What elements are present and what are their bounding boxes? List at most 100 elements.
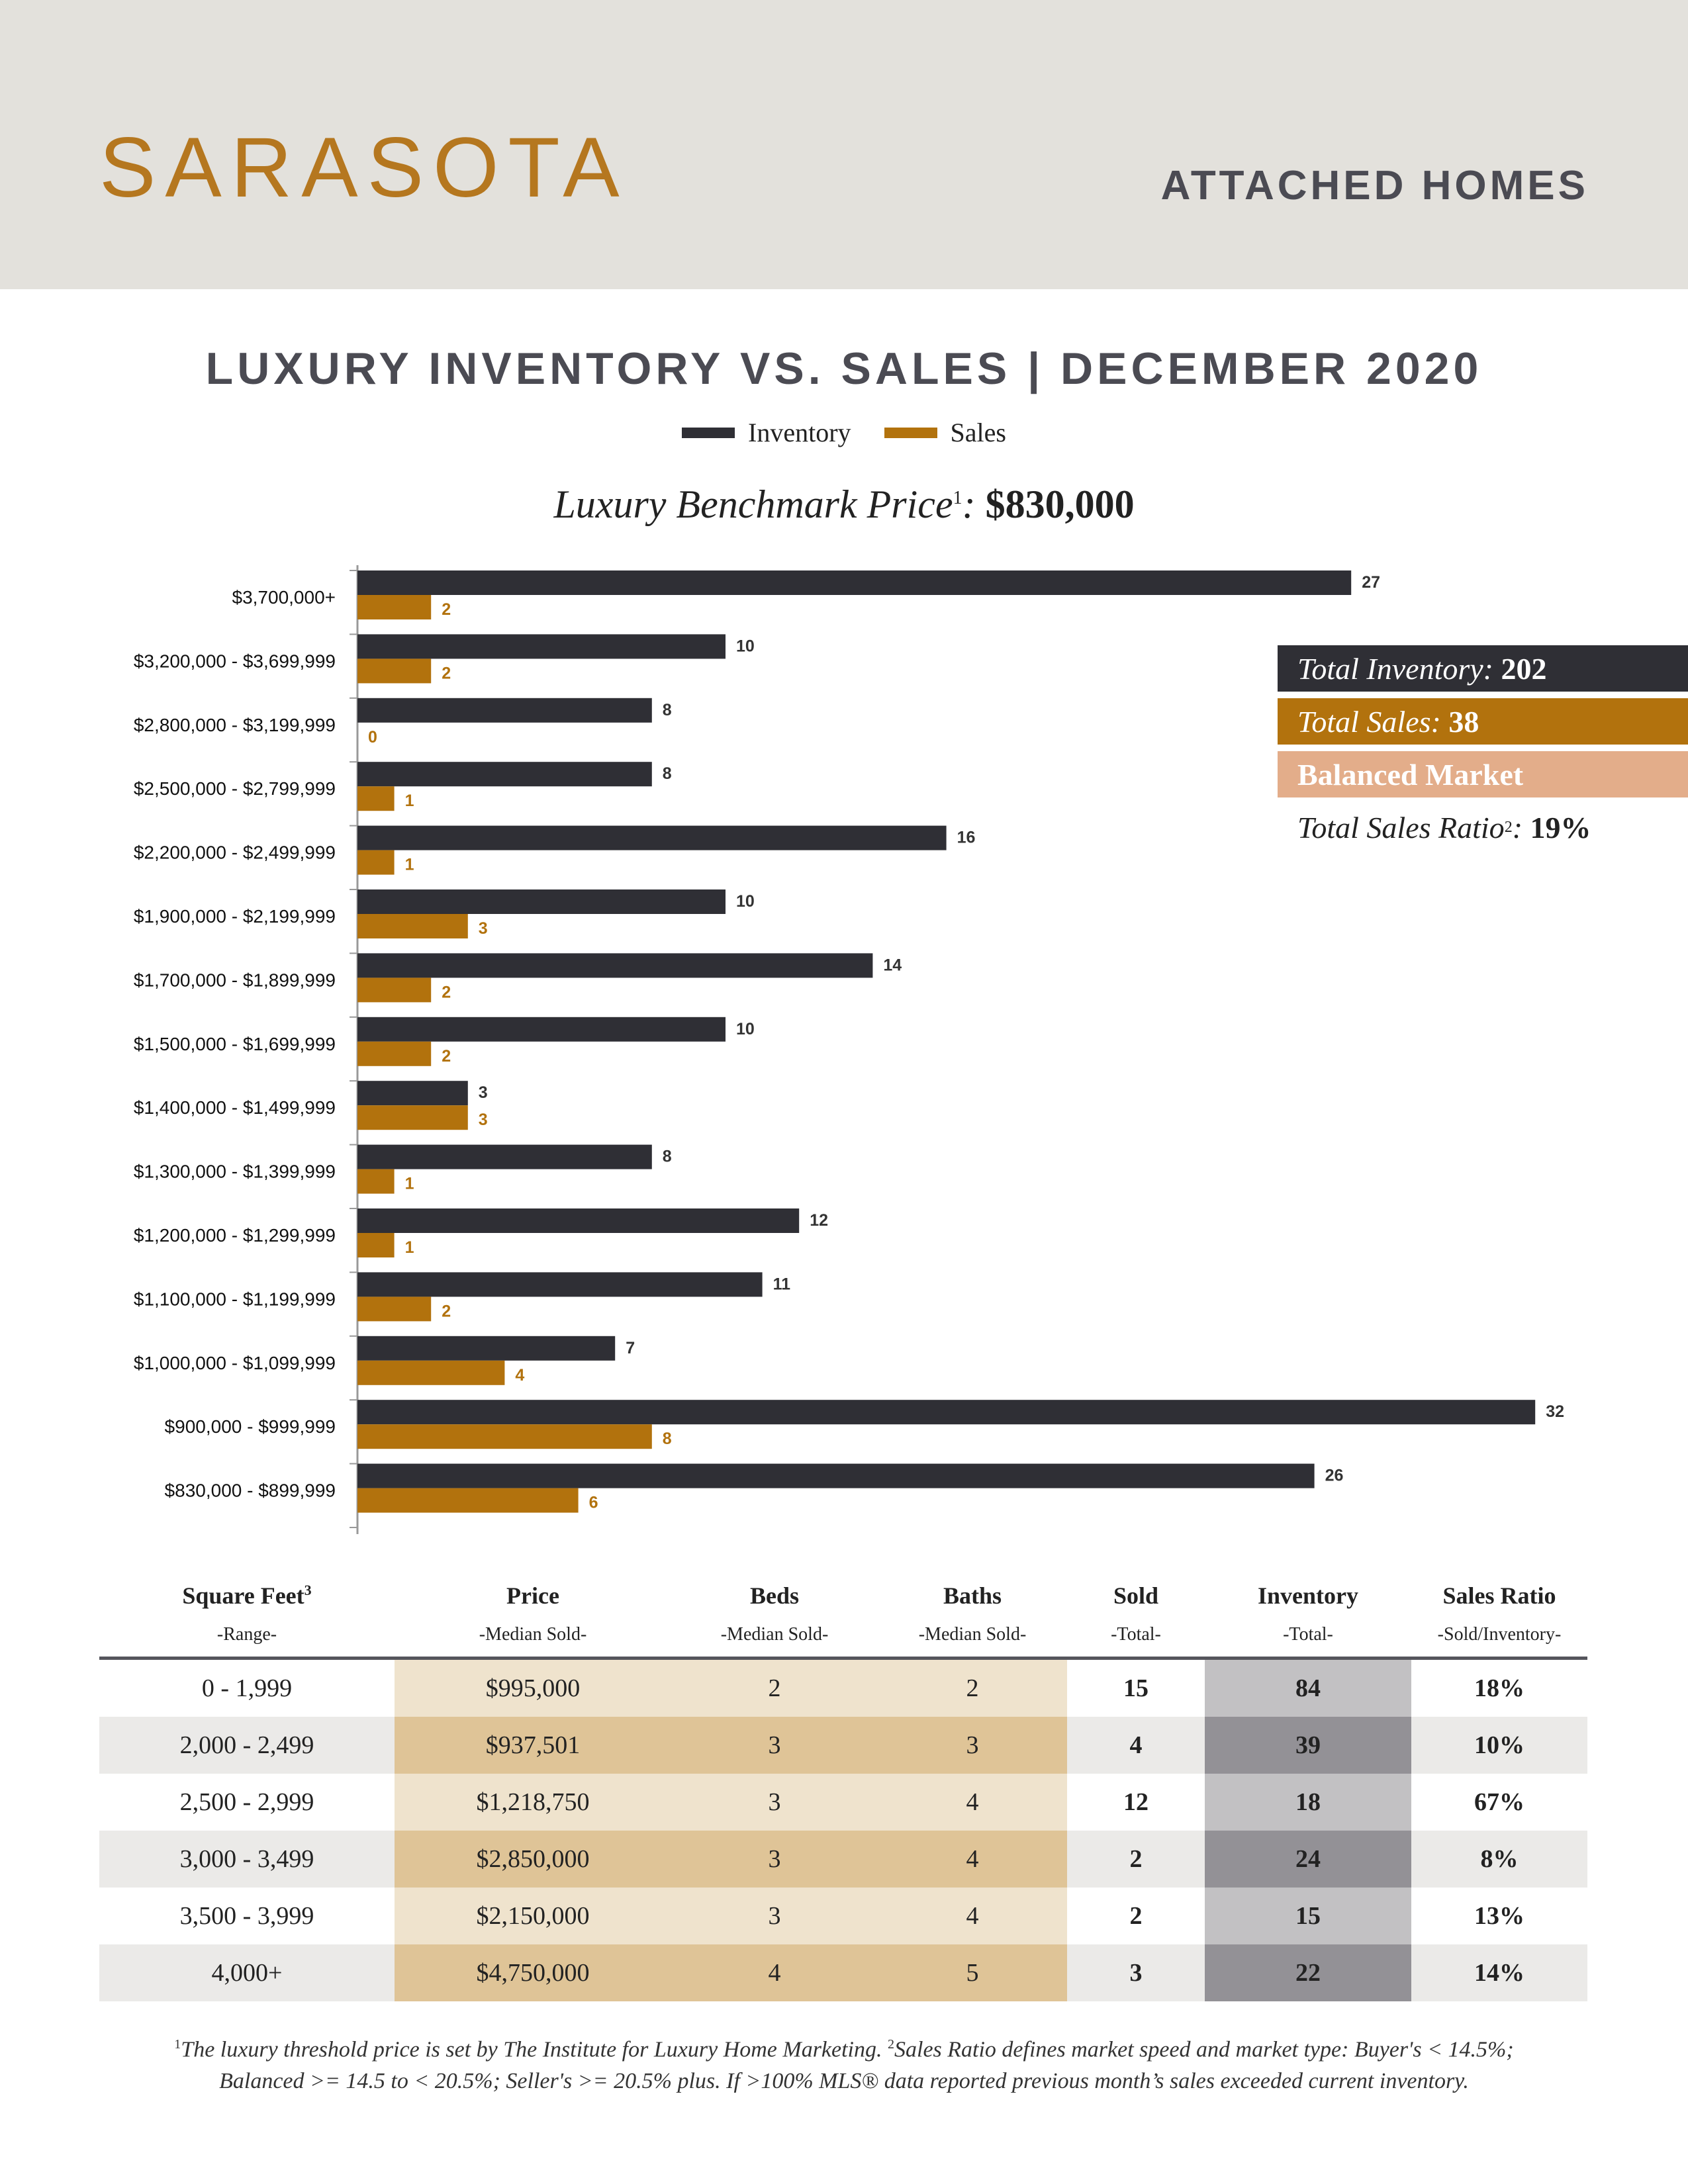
benchmark-price: Luxury Benchmark Price1: $830,000 [553, 482, 1135, 526]
sales-value-label: 2 [442, 1047, 451, 1066]
table-header-title: Square Feet [182, 1582, 305, 1609]
category-label: $1,500,000 - $1,699,999 [134, 1034, 336, 1054]
inventory-value-label: 10 [736, 1020, 755, 1038]
inventory-value-label: 16 [957, 829, 976, 847]
bar-chart: $3,700,000+272$3,200,000 - $3,699,999102… [134, 565, 1564, 1534]
document-type: ATTACHED HOMES [1160, 163, 1589, 208]
category-label: $3,700,000+ [232, 587, 336, 608]
inventory-value-label: 8 [663, 701, 672, 719]
table-header: Sales Ratio -Sold/Inventory- [1411, 1575, 1587, 1659]
category-label: $1,900,000 - $2,199,999 [134, 906, 336, 927]
table-row: 2,500 - 2,999 $1,218,750 3 4 12 18 67% [99, 1774, 1587, 1831]
table-cell-total-inventory: 18 [1205, 1774, 1411, 1831]
table-row: 2,000 - 2,499 $937,501 3 3 4 39 10% [99, 1717, 1587, 1774]
table-cell-median-price: $2,150,000 [395, 1888, 671, 1944]
inventory-value-label: 14 [883, 956, 902, 974]
table-cell-total-sold: 4 [1067, 1717, 1205, 1774]
summary-ratio-value: 19% [1530, 810, 1591, 844]
inventory-bar [357, 1144, 652, 1169]
sales-bar [357, 786, 395, 811]
table-cell-median-beds: 2 [671, 1658, 878, 1717]
table-cell-median-baths: 4 [878, 1888, 1067, 1944]
sales-value-label: 2 [442, 1302, 451, 1320]
summary-ratio-footnote-marker: 2 [1504, 818, 1513, 836]
category-label: $1,700,000 - $1,899,999 [134, 970, 336, 990]
sales-value-label: 0 [368, 728, 377, 747]
summary-sales-ratio: Total Sales Ratio 2: 19% [1278, 804, 1688, 850]
legend-swatch-sales [884, 427, 937, 438]
category-label: $830,000 - $899,999 [165, 1480, 336, 1501]
sales-value-label: 2 [442, 664, 451, 682]
sales-value-label: 2 [442, 600, 451, 619]
sales-bar [357, 659, 432, 684]
table-header-sub: -Median Sold- [918, 1624, 1027, 1645]
table-row: 3,500 - 3,999 $2,150,000 3 4 2 15 13% [99, 1888, 1587, 1944]
table-cell-sales-ratio: 13% [1411, 1888, 1587, 1944]
table-cell-sales-ratio: 10% [1411, 1717, 1587, 1774]
legend-item-inventory: Inventory [682, 417, 851, 448]
stats-table: Square Feet3 -Range- Price -Median Sold- B… [99, 1575, 1587, 2001]
table-cell-median-price: $1,218,750 [395, 1774, 671, 1831]
table-cell-total-inventory: 24 [1205, 1831, 1411, 1888]
table-header-sub: -Median Sold- [479, 1624, 587, 1645]
table-cell-total-sold: 15 [1067, 1658, 1205, 1717]
benchmark-label: Luxury Benchmark Price [553, 482, 953, 526]
table-header-sub: -Median Sold- [720, 1624, 829, 1645]
sales-value-label: 4 [515, 1366, 524, 1385]
table-header-title: Inventory [1258, 1582, 1358, 1609]
city-name: SARASOTA [99, 120, 629, 215]
table-header-title: Beds [749, 1582, 800, 1609]
sales-value-label: 6 [589, 1494, 598, 1512]
inventory-value-label: 32 [1546, 1402, 1564, 1421]
table-cell-median-beds: 3 [671, 1717, 878, 1774]
sales-bar [357, 1233, 395, 1257]
inventory-bar [357, 1081, 468, 1106]
table-cell-total-sold: 12 [1067, 1774, 1205, 1831]
table-cell-total-inventory: 22 [1205, 1944, 1411, 2001]
sales-bar [357, 1360, 505, 1385]
footnote-text-1: The luxury threshold price is set by The… [181, 2037, 882, 2062]
inventory-bar [357, 1463, 1315, 1488]
legend-swatch-inventory [682, 427, 735, 438]
sales-value-label: 1 [405, 1175, 414, 1193]
table-header-title: Price [506, 1582, 559, 1609]
table-cell-sqft-range: 4,000+ [99, 1944, 395, 2001]
inventory-value-label: 10 [736, 637, 755, 655]
table-cell-sales-ratio: 8% [1411, 1831, 1587, 1888]
table-cell-median-baths: 3 [878, 1717, 1067, 1774]
chart-title: LUXURY INVENTORY VS. SALES | DECEMBER 20… [205, 343, 1483, 394]
summary-total-inventory: Total Inventory: 202 [1278, 645, 1688, 692]
table-cell-sales-ratio: 14% [1411, 1944, 1587, 2001]
table-header-footnote-marker: 3 [304, 1582, 312, 1598]
footnote-marker-2: 2 [888, 2037, 894, 2052]
table-cell-median-beds: 3 [671, 1774, 878, 1831]
inventory-bar [357, 953, 873, 978]
category-label: $3,200,000 - $3,699,999 [134, 651, 336, 671]
sales-bar [357, 1041, 432, 1066]
legend-label-sales: Sales [950, 418, 1006, 447]
category-label: $1,100,000 - $1,199,999 [134, 1289, 336, 1309]
table-header-sub: -Total- [1111, 1624, 1161, 1645]
inventory-bar [357, 825, 947, 850]
sales-value-label: 3 [479, 1111, 488, 1129]
inventory-value-label: 3 [479, 1083, 488, 1102]
table-cell-sqft-range: 0 - 1,999 [99, 1658, 395, 1717]
summary-ratio-label: Total Sales Ratio [1297, 810, 1505, 844]
inventory-bar [357, 762, 652, 787]
table-cell-sales-ratio: 67% [1411, 1774, 1587, 1831]
table-cell-median-price: $937,501 [395, 1717, 671, 1774]
legend-label-inventory: Inventory [748, 418, 851, 447]
table-cell-sales-ratio: 18% [1411, 1658, 1587, 1717]
inventory-value-label: 12 [810, 1211, 828, 1230]
sales-value-label: 1 [405, 1238, 414, 1257]
table-header-title: Baths [943, 1582, 1002, 1609]
category-label: $2,500,000 - $2,799,999 [134, 778, 336, 799]
table-cell-median-beds: 3 [671, 1888, 878, 1944]
table-cell-sqft-range: 3,000 - 3,499 [99, 1831, 395, 1888]
sales-value-label: 3 [479, 919, 488, 938]
table-header: Sold -Total- [1067, 1575, 1205, 1659]
table-row: 0 - 1,999 $995,000 2 2 15 84 18% [99, 1658, 1587, 1717]
category-label: $1,200,000 - $1,299,999 [134, 1225, 336, 1246]
category-label: $900,000 - $999,999 [165, 1416, 336, 1437]
inventory-bar [357, 1400, 1536, 1425]
